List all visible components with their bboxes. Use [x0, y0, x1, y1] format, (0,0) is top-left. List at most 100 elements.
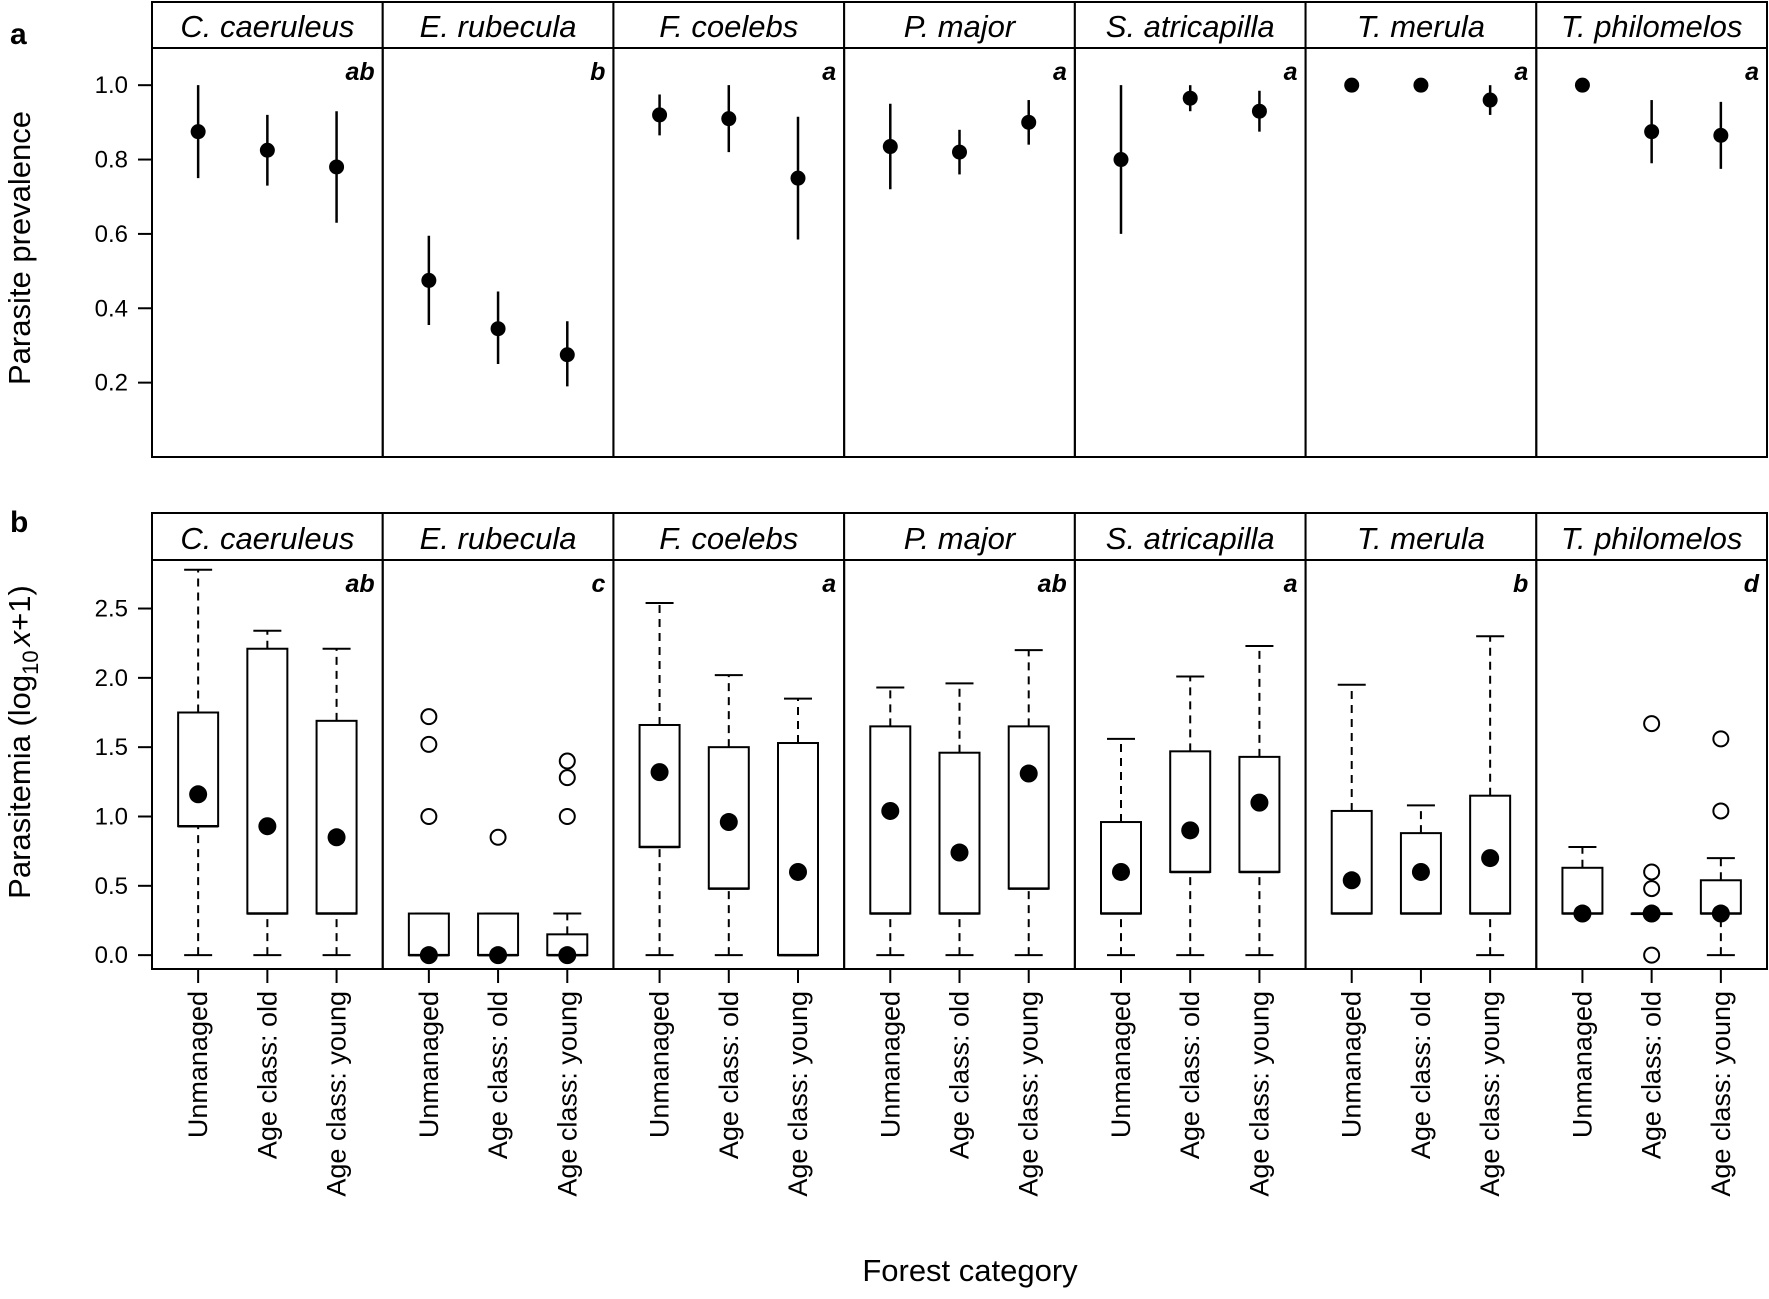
facet-strip-label: P. major	[904, 521, 1017, 556]
significance-letter: a	[822, 58, 836, 86]
mean-point	[650, 763, 669, 782]
significance-letter: a	[1745, 58, 1759, 86]
prevalence-point	[1182, 90, 1198, 106]
panel-b-ylabel-var: x	[2, 629, 37, 648]
mean-point	[1181, 821, 1200, 840]
mean-point	[558, 946, 577, 965]
mean-point	[789, 862, 807, 881]
facet-frame	[843, 47, 1076, 458]
outlier-point	[1712, 802, 1730, 820]
outlier-point	[420, 708, 438, 726]
x-tick-label: Age class: old	[945, 991, 975, 1159]
box	[1238, 755, 1281, 873]
facet-strip-label: F. coelebs	[659, 521, 798, 556]
facet-b-5: S. atricapilla a Unmanaged Age class: old Ag…	[1073, 512, 1307, 1197]
x-tick-label: Unmanaged	[645, 991, 675, 1138]
x-tick-label: Age class: young	[322, 991, 352, 1197]
x-tick-label: Age class: old	[483, 991, 513, 1159]
box	[938, 751, 981, 915]
mean-point	[1573, 904, 1592, 923]
significance-letter: a	[1284, 58, 1298, 86]
prevalence-point	[1251, 103, 1267, 119]
panel-b-ylabel-main: Parasitemia (log	[2, 675, 37, 899]
significance-letter: a	[1284, 570, 1298, 598]
prevalence-point	[1113, 152, 1129, 168]
outlier-point	[420, 807, 438, 825]
outlier-point	[1712, 730, 1730, 748]
x-tick-label: Age class: young	[1014, 991, 1044, 1197]
facet-strip-label: T. merula	[1357, 9, 1485, 44]
panel-b-tag: b	[10, 506, 28, 539]
facet-strip	[1535, 1, 1769, 49]
significance-letter: b	[1513, 570, 1528, 598]
mean-point	[419, 946, 438, 965]
y-tick-label: 0.4	[95, 295, 128, 322]
facet-strip-label: C. caeruleus	[180, 521, 354, 556]
panel-b-ylabel-end: +1)	[2, 585, 37, 631]
significance-letter: ab	[1038, 570, 1067, 598]
facet-strip-label: T. philomelos	[1561, 521, 1743, 556]
significance-letter: a	[822, 570, 836, 598]
prevalence-point	[790, 170, 806, 186]
facet-a-6: T. merula a	[1304, 1, 1538, 458]
prevalence-point	[1574, 77, 1590, 93]
facet-b-4: P. major ab Unmanaged Age class: old Age cla…	[843, 512, 1076, 1197]
y-tick-label: 1.0	[95, 803, 128, 830]
outlier-point	[420, 735, 438, 753]
facet-strip	[1073, 512, 1307, 561]
outlier-point	[558, 752, 576, 770]
significance-letter: a	[1514, 58, 1528, 86]
facet-b-1: C. caeruleus ab Unmanaged Age class: old Age…	[151, 512, 384, 1197]
facet-frame	[381, 47, 615, 458]
mean-point	[1411, 862, 1430, 881]
prevalence-point	[190, 124, 206, 140]
facet-strip-label: T. philomelos	[1561, 9, 1743, 44]
mean-point	[189, 785, 208, 804]
outlier-point	[1643, 946, 1661, 964]
prevalence-point	[1644, 124, 1660, 140]
facet-strip	[1535, 512, 1769, 561]
facet-a-5: S. atricapilla a	[1073, 1, 1307, 458]
facet-strip-label: F. coelebs	[659, 9, 798, 44]
box	[869, 725, 912, 915]
significance-letter: d	[1744, 570, 1760, 598]
facet-strip-label: E. rubecula	[420, 521, 577, 556]
facet-frame	[381, 559, 615, 970]
box	[777, 742, 819, 957]
significance-letter: c	[592, 570, 606, 598]
prevalence-point	[882, 139, 898, 155]
mean-point	[258, 817, 277, 836]
y-tick-label: 0.8	[95, 147, 128, 174]
prevalence-point	[1344, 77, 1360, 93]
prevalence-point	[1482, 92, 1498, 108]
facet-b-2: E. rubecula c Unmanaged Age class: old Age c…	[381, 512, 615, 1197]
facet-strip-label: P. major	[904, 9, 1017, 44]
y-tick-label: 0.2	[95, 370, 128, 397]
prevalence-point	[1413, 77, 1429, 93]
panel-b-ylabel-sub: 10	[18, 650, 43, 674]
outlier-point	[1643, 863, 1661, 881]
x-tick-label: Unmanaged	[1337, 991, 1367, 1138]
facet-strip-label: T. merula	[1357, 521, 1485, 556]
box	[638, 723, 681, 848]
panel-b: 0.00.51.01.52.02.5C. caeruleusabUnmanage…	[95, 512, 1769, 1197]
facet-strip-label: S. atricapilla	[1106, 521, 1275, 556]
mean-point	[719, 813, 738, 832]
outlier-point	[1643, 880, 1661, 898]
panel-a-ylabel: Parasite prevalence	[2, 111, 37, 385]
mean-point	[1342, 871, 1361, 890]
panel-a-tag: a	[10, 18, 27, 51]
mean-point	[1642, 904, 1661, 923]
panel-b-ylabel: Parasitemia (log10 x+1)	[2, 585, 43, 899]
outlier-point	[558, 807, 576, 825]
y-tick-label: 1.0	[95, 72, 128, 99]
box	[1330, 809, 1373, 915]
facet-a-1: C. caeruleus ab	[151, 1, 384, 458]
x-tick-label: Age class: young	[1706, 991, 1736, 1197]
mean-point	[1112, 862, 1130, 881]
facet-frame	[151, 47, 384, 458]
prevalence-point	[259, 142, 275, 158]
